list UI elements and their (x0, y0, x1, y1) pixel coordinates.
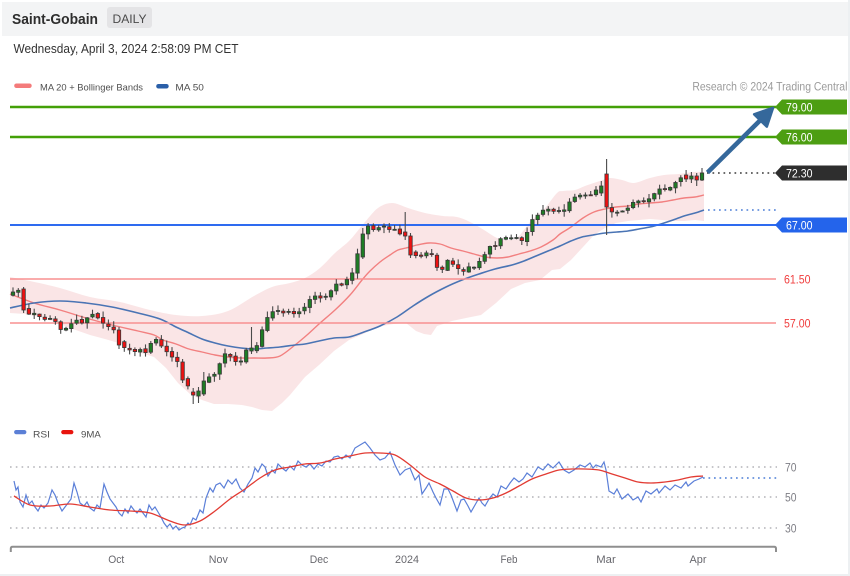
svg-text:MA 20 + Bollinger Bands: MA 20 + Bollinger Bands (40, 83, 143, 94)
svg-text:76.00: 76.00 (786, 130, 813, 144)
svg-text:2024: 2024 (395, 554, 419, 566)
svg-text:Saint-Gobain: Saint-Gobain (12, 12, 98, 28)
svg-text:61.50: 61.50 (784, 272, 811, 286)
svg-text:Research © 2024 Trading Centra: Research © 2024 Trading Central (692, 79, 847, 93)
svg-text:Feb: Feb (501, 554, 518, 566)
svg-text:57.00: 57.00 (784, 316, 811, 330)
svg-text:Apr: Apr (690, 554, 707, 566)
svg-text:9MA: 9MA (81, 430, 101, 441)
svg-text:Wednesday, April 3, 2024 2:58:: Wednesday, April 3, 2024 2:58:09 PM CET (14, 41, 239, 56)
svg-text:72.30: 72.30 (786, 166, 813, 180)
svg-text:79.00: 79.00 (786, 100, 813, 114)
svg-text:Mar: Mar (596, 554, 616, 566)
svg-text:MA 50: MA 50 (175, 83, 204, 94)
svg-text:DAILY: DAILY (113, 12, 147, 26)
svg-text:70: 70 (785, 462, 797, 474)
svg-text:67.00: 67.00 (786, 218, 813, 232)
svg-text:Nov: Nov (209, 554, 228, 566)
svg-text:Dec: Dec (310, 554, 329, 566)
svg-text:50: 50 (785, 492, 797, 504)
svg-text:Oct: Oct (108, 554, 124, 566)
svg-text:RSI: RSI (33, 430, 50, 441)
svg-text:30: 30 (785, 523, 797, 535)
